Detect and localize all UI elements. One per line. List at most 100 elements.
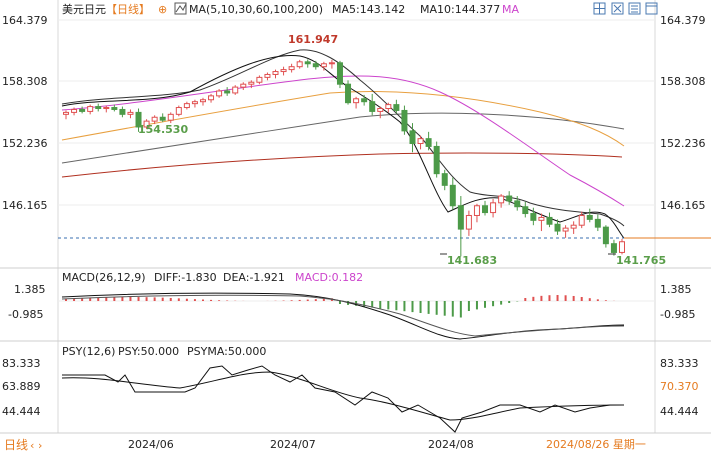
ma-settings-icon[interactable] xyxy=(174,2,187,15)
candle-body xyxy=(441,173,448,186)
right-tick-3: 152.236 xyxy=(660,137,706,150)
candle-body xyxy=(594,218,601,228)
ma-settings-icon-glyph xyxy=(175,3,187,13)
candle-body xyxy=(304,61,311,65)
psy-right-marker: 70.370 xyxy=(660,380,699,393)
period-label[interactable]: 【日线】 xyxy=(106,2,150,16)
candle-body xyxy=(127,111,134,115)
add-indicator-icon[interactable]: ⊕ xyxy=(158,3,167,16)
symbol-label: 美元日元 xyxy=(62,3,106,16)
grid-icon[interactable] xyxy=(593,2,606,15)
psy-left-tick-1: 83.333 xyxy=(2,357,41,370)
candle-body xyxy=(216,90,223,97)
candle-body xyxy=(425,138,432,147)
date-tick-jul: 2024/07 xyxy=(270,438,316,451)
date-tick-jun: 2024/06 xyxy=(128,438,174,451)
ma60-line xyxy=(61,91,625,147)
psy-left-tick-2: 63.889 xyxy=(2,380,41,393)
high-annotation: 161.947 xyxy=(288,33,338,46)
psy-title: PSY(12,6) xyxy=(62,345,115,358)
macd-dea-value: DEA:-1.921 xyxy=(223,271,285,284)
candle-body xyxy=(159,116,166,121)
candle-body xyxy=(312,63,319,68)
macd-value: MACD:0.182 xyxy=(295,271,363,284)
candle-body xyxy=(619,241,625,253)
candle-body xyxy=(183,103,190,109)
ma5-value: MA5:143.142 xyxy=(332,3,405,16)
candle-body xyxy=(602,226,609,245)
psy-right-tick-1: 83.333 xyxy=(660,357,699,370)
candle-body xyxy=(473,205,480,216)
candle-body xyxy=(167,113,174,121)
candle-body xyxy=(288,66,295,71)
last-low-annotation: 141.765 xyxy=(616,254,666,267)
left-tick-2: 158.308 xyxy=(2,75,48,88)
candle-body xyxy=(143,120,150,128)
candle-body xyxy=(248,81,255,85)
candle-body xyxy=(240,83,247,88)
candle-body xyxy=(610,243,617,253)
candle-body xyxy=(377,108,384,112)
macd-dea-line xyxy=(61,294,625,337)
candle-body xyxy=(401,109,408,132)
psy-left-tick-3: 44.444 xyxy=(2,405,41,418)
footer-period-label[interactable]: 日线 xyxy=(4,438,28,452)
candle-body xyxy=(87,106,94,112)
candle-body xyxy=(490,202,497,214)
left-tick-1: 164.379 xyxy=(2,14,48,27)
candle-body xyxy=(111,107,118,110)
candle-body xyxy=(336,62,343,85)
candle-body xyxy=(280,69,287,73)
macd-title: MACD(26,12,9) xyxy=(62,271,146,284)
candle-body xyxy=(63,111,69,115)
settings-icon[interactable] xyxy=(628,2,641,15)
candle-body xyxy=(345,83,352,104)
candle-body xyxy=(328,62,335,65)
macd-histogram xyxy=(65,295,623,318)
ma10-value: MA10:144.377 xyxy=(420,3,500,16)
candle-body xyxy=(554,223,561,232)
macd-right-tick-1: 1.385 xyxy=(660,283,692,296)
candle-body xyxy=(272,71,279,75)
psyma-line xyxy=(61,371,625,421)
candle-body xyxy=(506,195,513,202)
candle-body xyxy=(103,107,110,110)
candle-body xyxy=(498,195,505,204)
ma200-line xyxy=(61,152,623,178)
macd-right-tick-2: -0.985 xyxy=(660,308,695,321)
ma-params-label: MA(5,10,30,60,100,200) xyxy=(189,3,323,16)
candle-body xyxy=(417,138,424,145)
candle-body xyxy=(199,99,206,103)
candle-body xyxy=(119,108,126,115)
period-prev-icon[interactable]: ‹ xyxy=(30,439,34,452)
candle-body xyxy=(433,145,440,175)
right-tick-1: 164.379 xyxy=(660,14,706,27)
candle-body xyxy=(530,213,537,221)
macd-left-tick-2: -0.985 xyxy=(8,308,43,321)
footer-bar xyxy=(0,434,711,454)
hide-icon[interactable] xyxy=(611,2,624,15)
candle-body xyxy=(562,227,569,232)
period-next-icon[interactable]: › xyxy=(38,439,42,452)
date-tick-aug: 2024/08 xyxy=(428,438,474,451)
candle-body xyxy=(191,101,198,105)
ma100-line xyxy=(61,112,625,164)
august-low-annotation: 141.683 xyxy=(447,254,497,267)
candle-body xyxy=(465,214,472,230)
candle-body xyxy=(151,116,158,122)
candle-body xyxy=(522,206,529,215)
right-tick-2: 158.308 xyxy=(660,75,706,88)
candlestick-series xyxy=(63,59,625,257)
candle-body xyxy=(353,98,360,104)
candle-body xyxy=(457,205,464,230)
candle-body xyxy=(586,214,593,220)
left-tick-4: 146.165 xyxy=(2,199,48,212)
ma30-line xyxy=(61,75,625,207)
psy-right-tick-3: 44.444 xyxy=(660,405,699,418)
candle-body xyxy=(320,63,327,68)
candle-body xyxy=(361,98,368,103)
candle-body xyxy=(71,108,78,113)
candle-body xyxy=(538,216,545,221)
window-icon[interactable] xyxy=(645,2,658,15)
